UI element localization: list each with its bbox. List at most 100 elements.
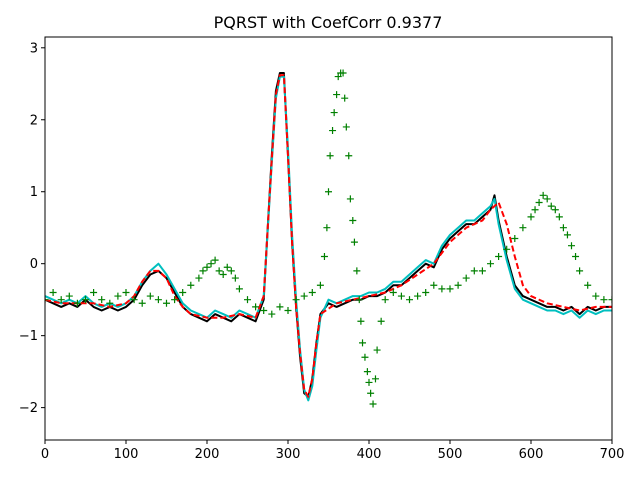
series-3-point bbox=[555, 213, 563, 221]
series-3-point bbox=[559, 224, 567, 232]
series-3-point bbox=[146, 292, 154, 300]
series-3-point bbox=[363, 368, 371, 376]
series-3-point bbox=[329, 127, 337, 135]
series-3-point bbox=[308, 288, 316, 296]
series-3-point bbox=[154, 296, 162, 304]
x-tick-label: 300 bbox=[276, 447, 301, 462]
series-3-point bbox=[325, 188, 332, 196]
series-3-point bbox=[539, 191, 547, 199]
series-3-point bbox=[470, 267, 478, 275]
series-3-point bbox=[90, 288, 98, 296]
series-3-point bbox=[531, 206, 539, 214]
series-3-point bbox=[320, 252, 328, 260]
series-3-point bbox=[361, 353, 369, 361]
series-3-point bbox=[292, 296, 300, 304]
series-3-point bbox=[330, 109, 338, 117]
series-3-point bbox=[227, 267, 235, 275]
series-3-point bbox=[114, 292, 122, 300]
series-3-point bbox=[592, 292, 600, 300]
series-3-point bbox=[495, 252, 503, 260]
series-3-point bbox=[365, 378, 373, 386]
series-3-point bbox=[389, 288, 397, 296]
series-3-point bbox=[73, 299, 81, 307]
series-3-point bbox=[600, 296, 608, 304]
series-3-point bbox=[551, 206, 559, 214]
plot-area bbox=[45, 69, 612, 408]
series-3-point bbox=[527, 213, 535, 221]
axes: 0 100 200 300 400 500 600 700 −2 −1 0 1 2 3 bbox=[19, 36, 625, 462]
series-3-point bbox=[342, 123, 350, 131]
series-3-point bbox=[511, 235, 519, 242]
series-3-point bbox=[138, 299, 146, 307]
series-3-point bbox=[568, 242, 575, 250]
series-3-point bbox=[576, 267, 584, 275]
axes-frame bbox=[44, 36, 613, 441]
series-3-point bbox=[367, 389, 375, 397]
series-3-point bbox=[163, 299, 170, 307]
series-3-point bbox=[345, 152, 353, 160]
y-tick-label: 3 bbox=[30, 41, 38, 56]
series-3-point bbox=[346, 195, 354, 203]
series-3-point bbox=[406, 296, 413, 304]
series-3-point bbox=[326, 152, 334, 160]
series-3-point bbox=[268, 310, 276, 318]
series-3-point bbox=[231, 274, 239, 282]
series-3-point bbox=[252, 303, 260, 311]
y-tick-label: 2 bbox=[30, 113, 38, 128]
y-tick-label: 0 bbox=[30, 257, 38, 272]
series-3-point bbox=[215, 267, 223, 275]
series-3-point bbox=[207, 260, 215, 268]
x-tick-label: 400 bbox=[357, 447, 382, 462]
x-tick-label: 200 bbox=[195, 447, 220, 462]
series-3-point bbox=[284, 306, 292, 314]
series-3-point bbox=[438, 285, 446, 293]
series-3-point bbox=[414, 292, 422, 300]
series-3-point bbox=[65, 292, 73, 300]
series-3-point bbox=[373, 346, 381, 354]
series-3-point bbox=[339, 69, 347, 77]
series-3-point bbox=[369, 400, 377, 408]
series-3-point bbox=[199, 267, 207, 275]
series-3-point bbox=[82, 296, 89, 304]
series-3-point bbox=[244, 296, 251, 304]
series-3-point bbox=[462, 274, 470, 282]
series-3-point bbox=[203, 263, 211, 271]
x-tick-label: 100 bbox=[114, 447, 139, 462]
series-3-point bbox=[179, 288, 187, 296]
series-3-point bbox=[323, 224, 331, 232]
series-3-point bbox=[454, 281, 462, 289]
series-3-point bbox=[49, 288, 57, 296]
series-3-point bbox=[381, 296, 389, 304]
series-3-point bbox=[359, 339, 367, 347]
series-3-point bbox=[377, 317, 385, 325]
series-3-point bbox=[333, 91, 341, 99]
x-tick-label: 700 bbox=[600, 447, 625, 462]
series-3-point bbox=[422, 288, 430, 296]
series-3-point bbox=[355, 296, 363, 304]
series-2-line bbox=[45, 74, 612, 398]
series-3-point bbox=[260, 306, 268, 314]
chart-title: PQRST with CoefCorr 0.9377 bbox=[214, 13, 443, 32]
series-3-point bbox=[572, 252, 580, 260]
series-3-markers bbox=[45, 69, 612, 408]
series-3-point bbox=[430, 281, 438, 289]
series-3-point bbox=[130, 296, 138, 304]
series-3-point bbox=[45, 296, 49, 304]
series-3-point bbox=[353, 267, 361, 275]
series-3-point bbox=[122, 288, 130, 296]
series-3-point bbox=[219, 270, 227, 278]
series-3-point bbox=[503, 245, 511, 253]
series-3-point bbox=[349, 217, 357, 225]
series-3-point bbox=[397, 292, 405, 300]
series-3-point bbox=[235, 285, 243, 293]
series-3-point bbox=[563, 231, 571, 239]
series-3-point bbox=[334, 73, 342, 81]
series-3-point bbox=[300, 292, 308, 300]
series-3-point bbox=[195, 274, 203, 282]
x-tick-label: 500 bbox=[438, 447, 463, 462]
y-tick-label: −2 bbox=[19, 401, 38, 416]
series-3-point bbox=[57, 296, 65, 304]
series-3-point bbox=[519, 224, 527, 232]
